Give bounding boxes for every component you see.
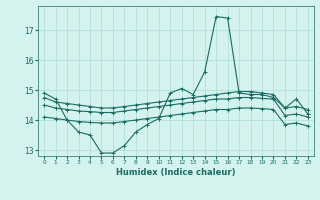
X-axis label: Humidex (Indice chaleur): Humidex (Indice chaleur) (116, 168, 236, 177)
